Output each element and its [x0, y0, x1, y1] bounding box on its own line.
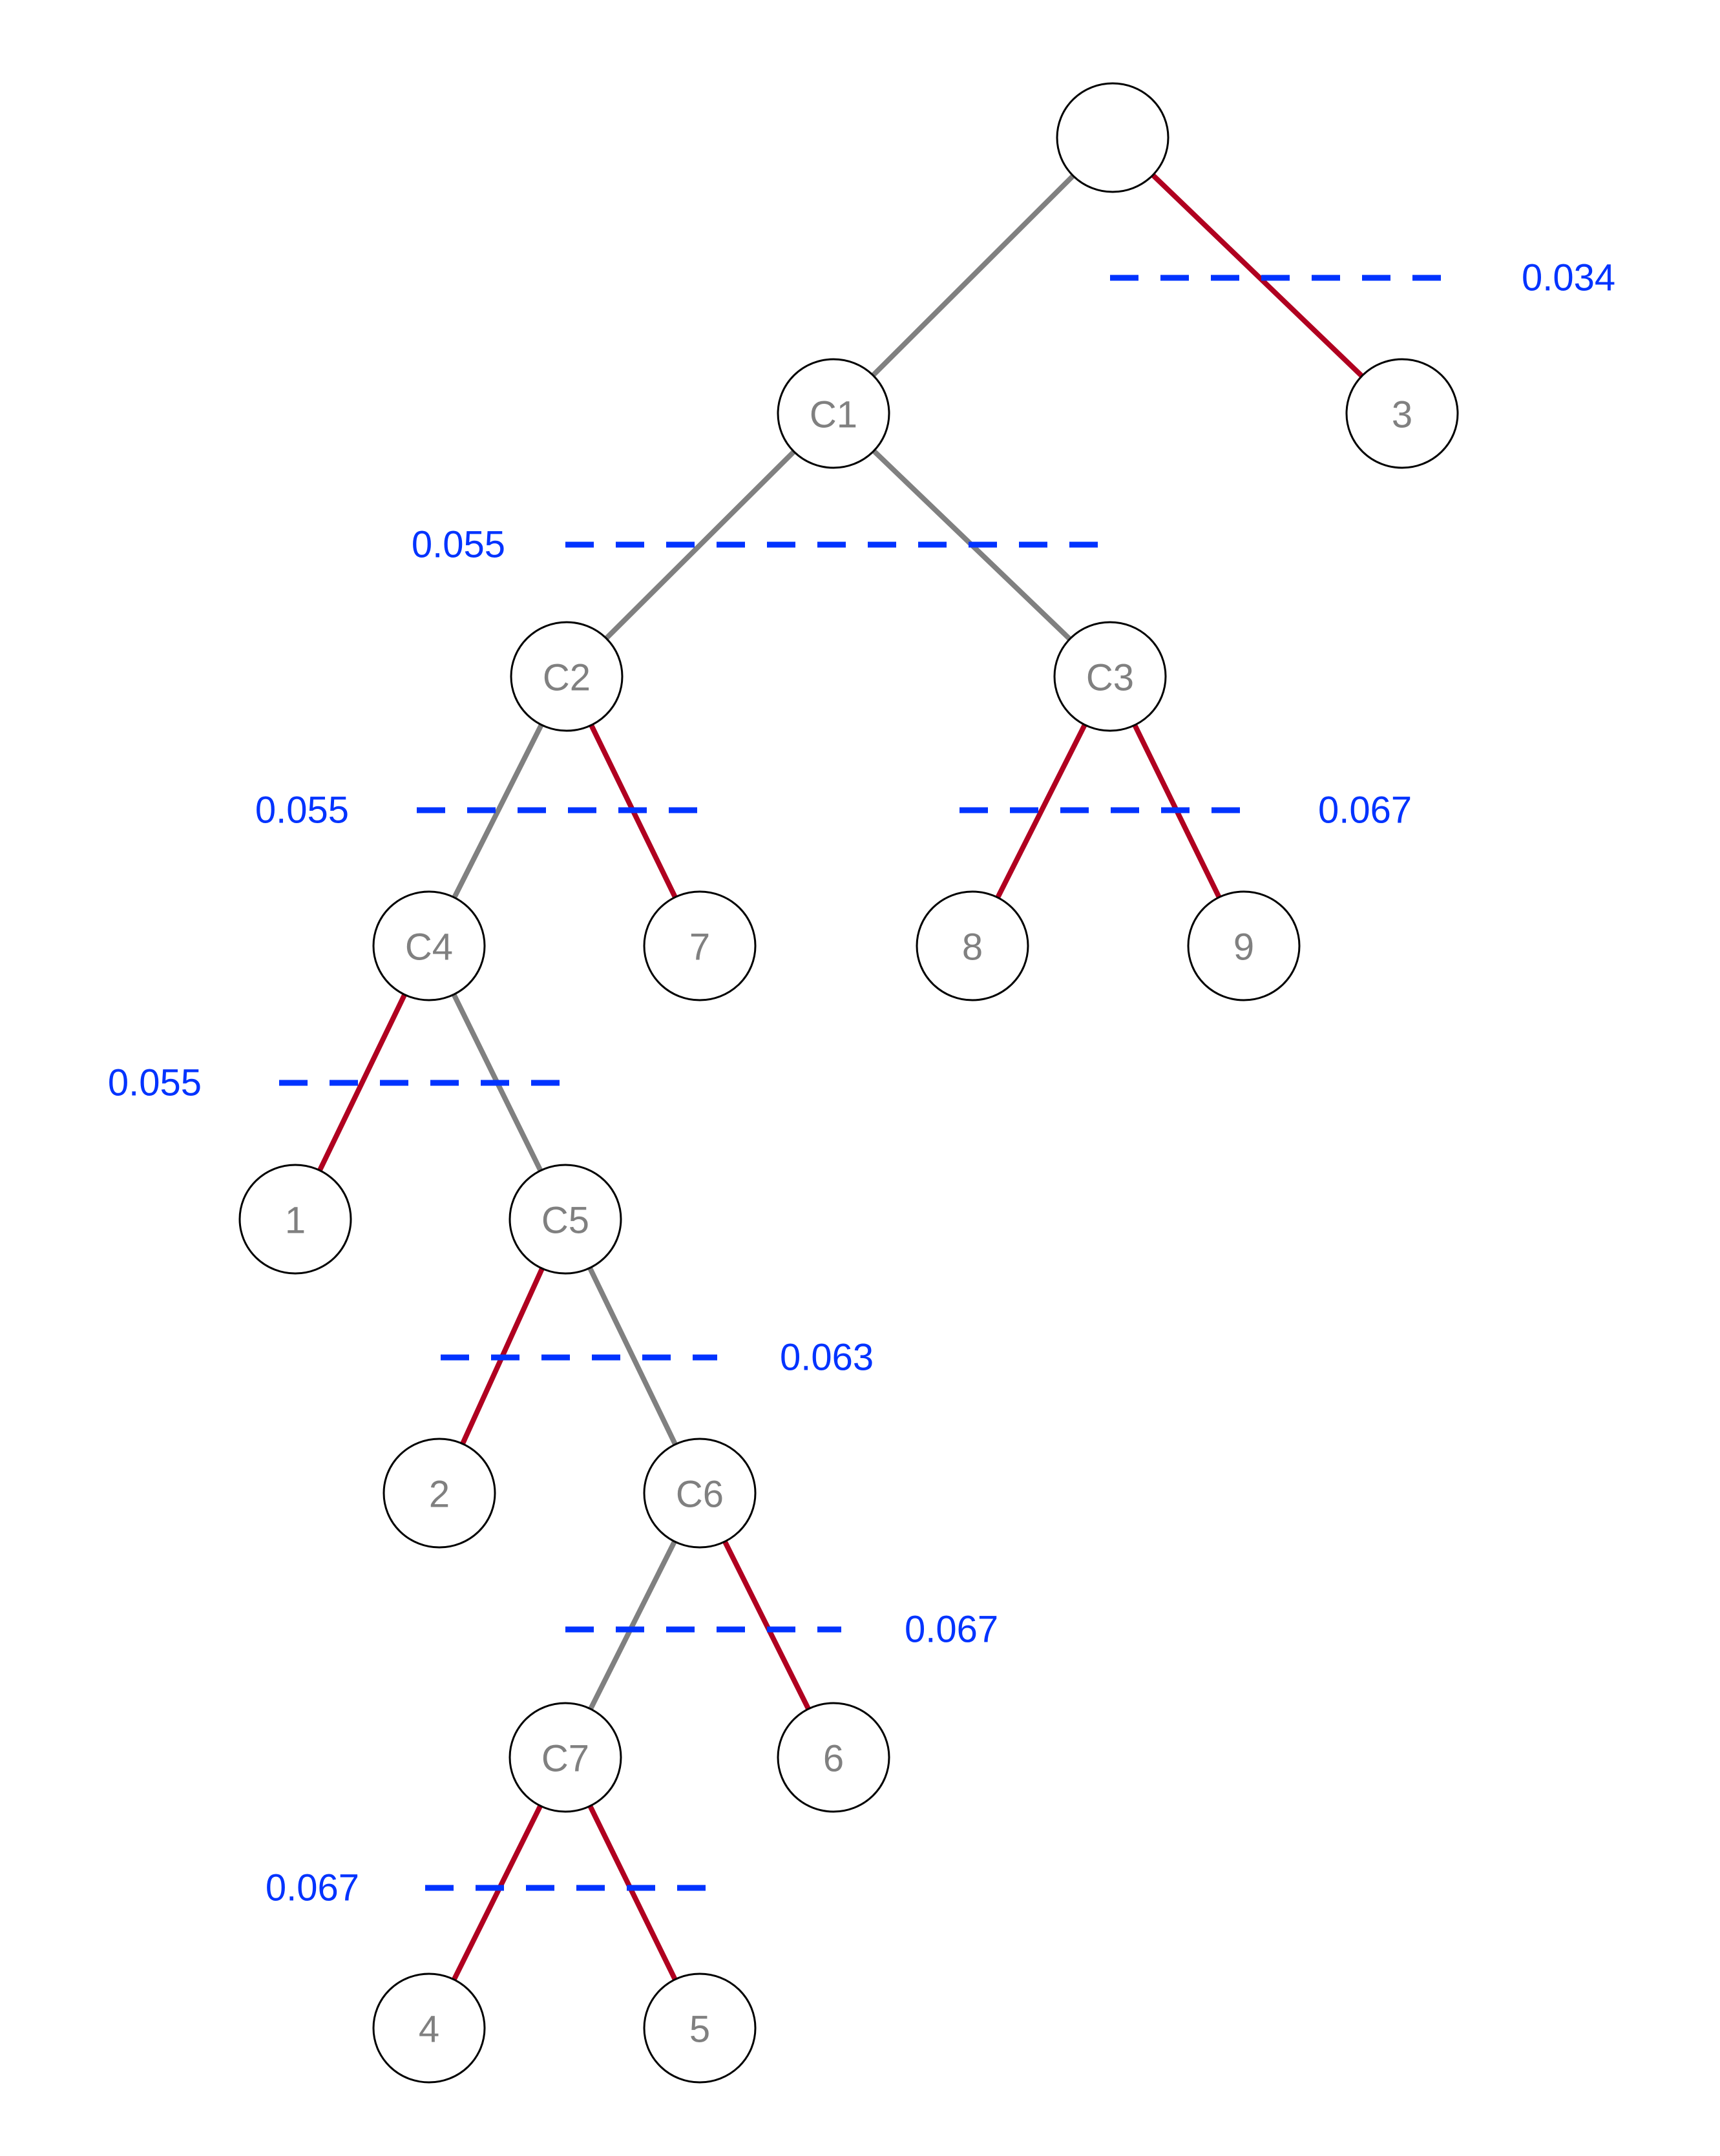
- edge-C6-n6: [722, 1538, 812, 1712]
- edge-C1-C2: [603, 448, 797, 642]
- edge-C6-C7: [587, 1538, 678, 1712]
- node-circle-C2: [510, 621, 624, 732]
- node-label-n7: 7: [689, 926, 710, 968]
- node-label-C6: C6: [676, 1474, 724, 1516]
- threshold-label-t-C7: 0.067: [266, 1867, 359, 1909]
- node-n3: 3: [1345, 358, 1459, 469]
- node-n6: 6: [777, 1702, 890, 1813]
- node-circle-n4: [372, 1973, 486, 2084]
- node-label-C3: C3: [1086, 657, 1134, 699]
- threshold-label-t-C5: 0.063: [780, 1337, 874, 1379]
- node-n5: 5: [643, 1973, 757, 2084]
- node-n9: 9: [1187, 890, 1301, 1001]
- node-circle-n6: [777, 1702, 890, 1813]
- node-n4: 4: [372, 1973, 486, 2084]
- threshold-label-t-C2: 0.055: [255, 790, 349, 832]
- node-label-n8: 8: [962, 926, 983, 968]
- node-circle-C4: [372, 890, 486, 1001]
- node-label-n2: 2: [429, 1474, 450, 1516]
- edge-C5-C6: [587, 1265, 678, 1447]
- edge-C4-n1: [317, 992, 408, 1173]
- edge-root-n3: [1150, 172, 1365, 379]
- nodes-layer: C1 3 C2 C3 C4 7 8 9 1 C5 2 C6 C7 6 4 5: [238, 82, 1459, 2084]
- edge-C3-n8: [995, 722, 1087, 901]
- node-label-C2: C2: [543, 657, 591, 699]
- edge-root-C1: [870, 173, 1076, 378]
- threshold-label-t-C4: 0.055: [108, 1062, 202, 1104]
- node-label-C7: C7: [541, 1738, 589, 1780]
- node-label-n9: 9: [1233, 926, 1254, 968]
- node-label-C4: C4: [405, 926, 453, 968]
- node-n7: 7: [643, 890, 757, 1001]
- node-label-n5: 5: [689, 2009, 710, 2051]
- node-label-n6: 6: [823, 1738, 844, 1780]
- threshold-label-t-C3: 0.067: [1318, 790, 1412, 832]
- node-label-C1: C1: [810, 394, 857, 436]
- node-circle-n8: [916, 890, 1029, 1001]
- thresholds-layer: 0.034 0.055 0.055 0.067 0.055 0.063 0.067 0.067: [108, 257, 1615, 1909]
- node-circle-n2: [383, 1438, 496, 1549]
- node-label-n4: 4: [419, 2009, 439, 2051]
- node-circle-C3: [1053, 621, 1167, 732]
- node-n1: 1: [238, 1164, 352, 1275]
- edge-C7-n5: [587, 1803, 678, 1982]
- threshold-label-t-C6: 0.067: [905, 1609, 998, 1651]
- threshold-label-t-root: 0.034: [1522, 257, 1615, 299]
- node-n2: 2: [383, 1438, 496, 1549]
- node-circle-n9: [1187, 890, 1301, 1001]
- node-circle-root: [1056, 82, 1169, 193]
- node-circle-n5: [643, 1973, 757, 2084]
- node-circle-n3: [1345, 358, 1459, 469]
- node-root: [1056, 82, 1169, 193]
- node-n8: 8: [916, 890, 1029, 1001]
- node-C7: C7: [509, 1702, 622, 1813]
- node-C3: C3: [1053, 621, 1167, 732]
- node-circle-C1: [777, 358, 890, 469]
- node-label-C5: C5: [541, 1200, 589, 1242]
- node-C4: C4: [372, 890, 486, 1001]
- node-label-n3: 3: [1392, 394, 1412, 436]
- edge-C2-C4: [452, 722, 544, 901]
- node-C5: C5: [509, 1164, 622, 1275]
- node-circle-C7: [509, 1702, 622, 1813]
- node-C2: C2: [510, 621, 624, 732]
- node-circle-n7: [643, 890, 757, 1001]
- node-C1: C1: [777, 358, 890, 469]
- edge-C7-n4: [451, 1803, 543, 1982]
- node-circle-n1: [238, 1164, 352, 1275]
- node-circle-C6: [643, 1438, 757, 1549]
- node-label-n1: 1: [285, 1200, 306, 1242]
- node-C6: C6: [643, 1438, 757, 1549]
- threshold-label-t-C1: 0.055: [412, 524, 505, 566]
- node-circle-C5: [509, 1164, 622, 1275]
